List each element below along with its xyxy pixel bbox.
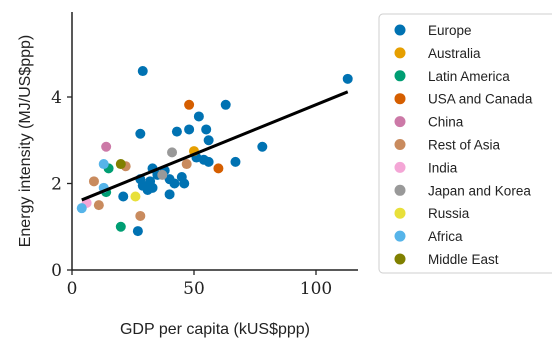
legend-label: Japan and Korea [428,183,531,198]
y-tick-label: 0 [51,261,62,281]
y-axis-label: Energy intensity (MJ/US$ppp) [17,35,34,248]
y-tick-label: 2 [51,175,62,195]
legend-marker [394,116,406,128]
data-point [184,124,195,135]
legend-marker [394,184,406,196]
data-point [342,73,353,84]
data-point [76,203,87,214]
data-point [147,182,158,193]
legend-marker [394,161,406,173]
legend-marker [394,207,406,219]
legend-label: Rest of Asia [428,138,501,153]
data-point [201,124,212,135]
legend-marker [394,139,406,150]
data-point [181,159,192,170]
legend-marker [394,93,406,105]
data-point [157,169,168,180]
plot-area: 0 50 100 0 2 4 [51,12,358,299]
data-point [93,200,104,211]
x-tick-label: 50 [183,279,205,299]
legend-label: China [428,115,464,130]
legend-frame [378,13,552,274]
x-tick-label: 100 [300,279,332,299]
data-point [203,135,214,146]
data-point [193,111,204,122]
data-point [169,178,180,189]
legend-marker [394,47,406,59]
data-point [101,141,112,152]
data-point [257,141,268,152]
legend-label: USA and Canada [428,92,533,107]
legend-marker [394,70,406,82]
trend-line [81,90,349,202]
data-point [98,159,109,170]
data-point [88,176,99,187]
data-point [164,189,175,200]
data-point [135,128,146,139]
legend-label: Australia [428,46,481,61]
legend-marker [394,253,406,265]
legend-label: Africa [428,229,463,244]
legend-label: Middle East [428,252,499,267]
data-point [184,99,195,110]
legend-marker [394,230,406,242]
data-point [118,191,129,202]
legend-items: Europe Australia Latin America USA and Cana… [394,23,533,267]
data-point [213,163,224,174]
y-tick-label: 4 [51,88,62,108]
data-point [137,66,148,77]
data-point [171,126,182,137]
data-point [179,178,190,189]
x-axis-label: GDP per capita (kUS$ppp) [120,321,310,338]
data-point [115,159,126,170]
legend-label: Latin America [428,69,510,84]
legend: Europe Australia Latin America USA and Cana… [378,13,552,274]
data-point [130,191,141,202]
data-points [76,66,353,237]
data-point [115,221,126,232]
data-point [167,147,178,158]
legend-marker [394,24,406,36]
data-point [220,99,231,110]
data-point [135,210,146,221]
data-point [132,226,143,237]
legend-label: Russia [428,206,470,221]
data-point [230,156,241,167]
axis-ticks: 0 50 100 0 2 4 [51,88,332,299]
data-point [203,156,214,167]
legend-label: India [428,160,458,175]
legend-label: Europe [428,23,472,38]
x-tick-label: 0 [67,279,78,299]
